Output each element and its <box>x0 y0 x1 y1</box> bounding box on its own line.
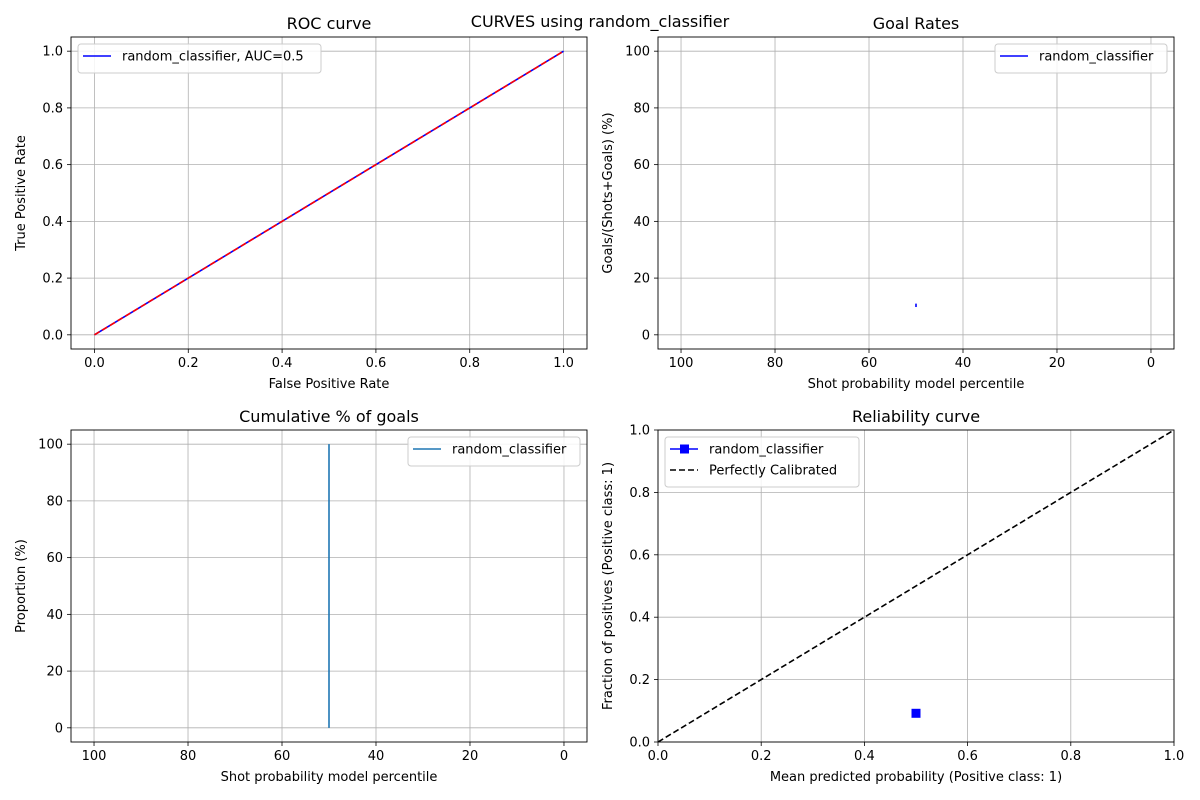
legend-swatch-marker <box>680 444 689 454</box>
y-tick-label: 100 <box>38 438 63 453</box>
y-tick-label: 0.0 <box>42 328 63 343</box>
y-tick-label: 0.8 <box>42 101 63 116</box>
y-tick-label: 80 <box>633 101 650 116</box>
x-tick-label: 0.2 <box>751 749 772 764</box>
x-tick-label: 100 <box>82 749 107 764</box>
y-axis-label: Proportion (%) <box>14 539 29 633</box>
y-tick-label: 100 <box>625 45 650 60</box>
y-tick-label: 40 <box>633 215 650 230</box>
x-tick-label: 80 <box>180 749 197 764</box>
axes-frame <box>70 36 588 350</box>
x-tick-label: 40 <box>955 356 972 371</box>
x-tick-label: 0.8 <box>459 356 480 371</box>
x-tick-label: 0.6 <box>366 356 387 371</box>
x-tick-label: 20 <box>1049 356 1066 371</box>
y-axis-label: Goals/(Shots+Goals) (%) <box>601 112 616 273</box>
y-tick-label: 0.0 <box>629 736 650 751</box>
x-tick-label: 20 <box>462 749 479 764</box>
x-axis-label: False Positive Rate <box>269 377 390 392</box>
y-tick-label: 20 <box>46 665 63 680</box>
legend-entry-label: random_classifier, AUC=0.5 <box>122 50 304 65</box>
x-tick-label: 40 <box>368 749 385 764</box>
axes-title: Goal Rates <box>873 14 960 33</box>
x-tick-label: 80 <box>767 356 784 371</box>
legend: random_classifier Perfectly Calibrated <box>664 436 860 488</box>
y-tick-label: 0.2 <box>629 673 650 688</box>
x-tick-label: 0.8 <box>1060 749 1081 764</box>
x-tick-label: 0.4 <box>272 356 293 371</box>
y-tick-label: 60 <box>633 158 650 173</box>
chart-reliability: 0.0 0.2 0.4 0.6 0.8 1.0 0.0 0.2 0.4 0.6 0.8 1.0 Reli… <box>601 407 1184 785</box>
x-tick-label: 0.2 <box>178 356 199 371</box>
x-tick-label: 60 <box>861 356 878 371</box>
x-tick-label: 0.4 <box>854 749 875 764</box>
y-tick-label: 0.2 <box>42 272 63 287</box>
legend-frame <box>77 43 322 74</box>
y-tick-label: 0 <box>642 328 650 343</box>
x-tick-label: 1.0 <box>553 356 574 371</box>
chart-roc: 0.0 0.2 0.4 0.6 0.8 1.0 0.0 0.2 0.4 0.6 0.8 1.0 ROC … <box>14 14 588 392</box>
data-point-marker <box>911 708 921 718</box>
series-perfectly-calibrated-line <box>658 430 1174 742</box>
legend-frame <box>664 436 860 488</box>
series-group <box>658 430 1174 742</box>
y-tick-label: 40 <box>46 608 63 623</box>
x-tick-label: 100 <box>669 356 694 371</box>
x-axis-label: Mean predicted probability (Positive cla… <box>770 770 1062 785</box>
y-tick-label: 0.6 <box>629 548 650 563</box>
legend-entry-label: random_classifier <box>452 443 567 458</box>
y-tick-label: 60 <box>46 551 63 566</box>
chart-cumulative: 100 80 60 40 20 0 0 20 40 60 80 100 Cumulative % of … <box>14 407 588 785</box>
x-axis-label: Shot probability model percentile <box>221 770 438 785</box>
y-tick-label: 1.0 <box>629 424 650 439</box>
legend-entry-label: Perfectly Calibrated <box>709 464 837 479</box>
y-tick-label: 20 <box>633 272 650 287</box>
y-tick-label: 80 <box>46 494 63 509</box>
axes-frame <box>657 429 1175 743</box>
y-axis-label: Fraction of positives (Positive class: 1… <box>601 462 616 710</box>
x-tick-label: 1.0 <box>1164 749 1185 764</box>
y-tick-label: 0 <box>55 721 63 736</box>
x-tick-label: 0 <box>560 749 568 764</box>
x-tick-label: 0.6 <box>957 749 978 764</box>
x-tick-label: 0.0 <box>648 749 669 764</box>
axes-frame <box>657 36 1175 350</box>
series-diagonal-reference-line <box>94 50 564 336</box>
y-tick-label: 0.4 <box>629 611 650 626</box>
axes-title: Cumulative % of goals <box>239 407 419 426</box>
legend-frame <box>994 43 1168 74</box>
legend: random_classifier <box>994 43 1168 74</box>
y-tick-label: 1.0 <box>42 45 63 60</box>
y-axis-label: True Positive Rate <box>14 135 29 252</box>
y-tick-label: 0.4 <box>42 215 63 230</box>
y-tick-label: 0.8 <box>629 486 650 501</box>
legend: random_classifier, AUC=0.5 <box>77 43 322 74</box>
axes-title: ROC curve <box>287 14 372 33</box>
x-tick-label: 60 <box>274 749 291 764</box>
x-tick-label: 0.0 <box>84 356 105 371</box>
legend-frame <box>407 436 581 467</box>
legend: random_classifier <box>407 436 581 467</box>
y-tick-label: 0.6 <box>42 158 63 173</box>
axes-frame <box>70 429 588 743</box>
axes-title: Reliability curve <box>852 407 980 426</box>
figure-suptitle: CURVES using random_classifier <box>470 12 730 31</box>
chart-goal-rates: 100 80 60 40 20 0 0 20 40 60 80 100 Goal Rates Shot p… <box>601 14 1175 392</box>
x-tick-label: 0 <box>1147 356 1155 371</box>
legend-entry-label: random_classifier <box>1039 50 1154 65</box>
series-group <box>94 50 564 336</box>
x-axis-label: Shot probability model percentile <box>808 377 1025 392</box>
legend-entry-label: random_classifier <box>709 443 824 458</box>
